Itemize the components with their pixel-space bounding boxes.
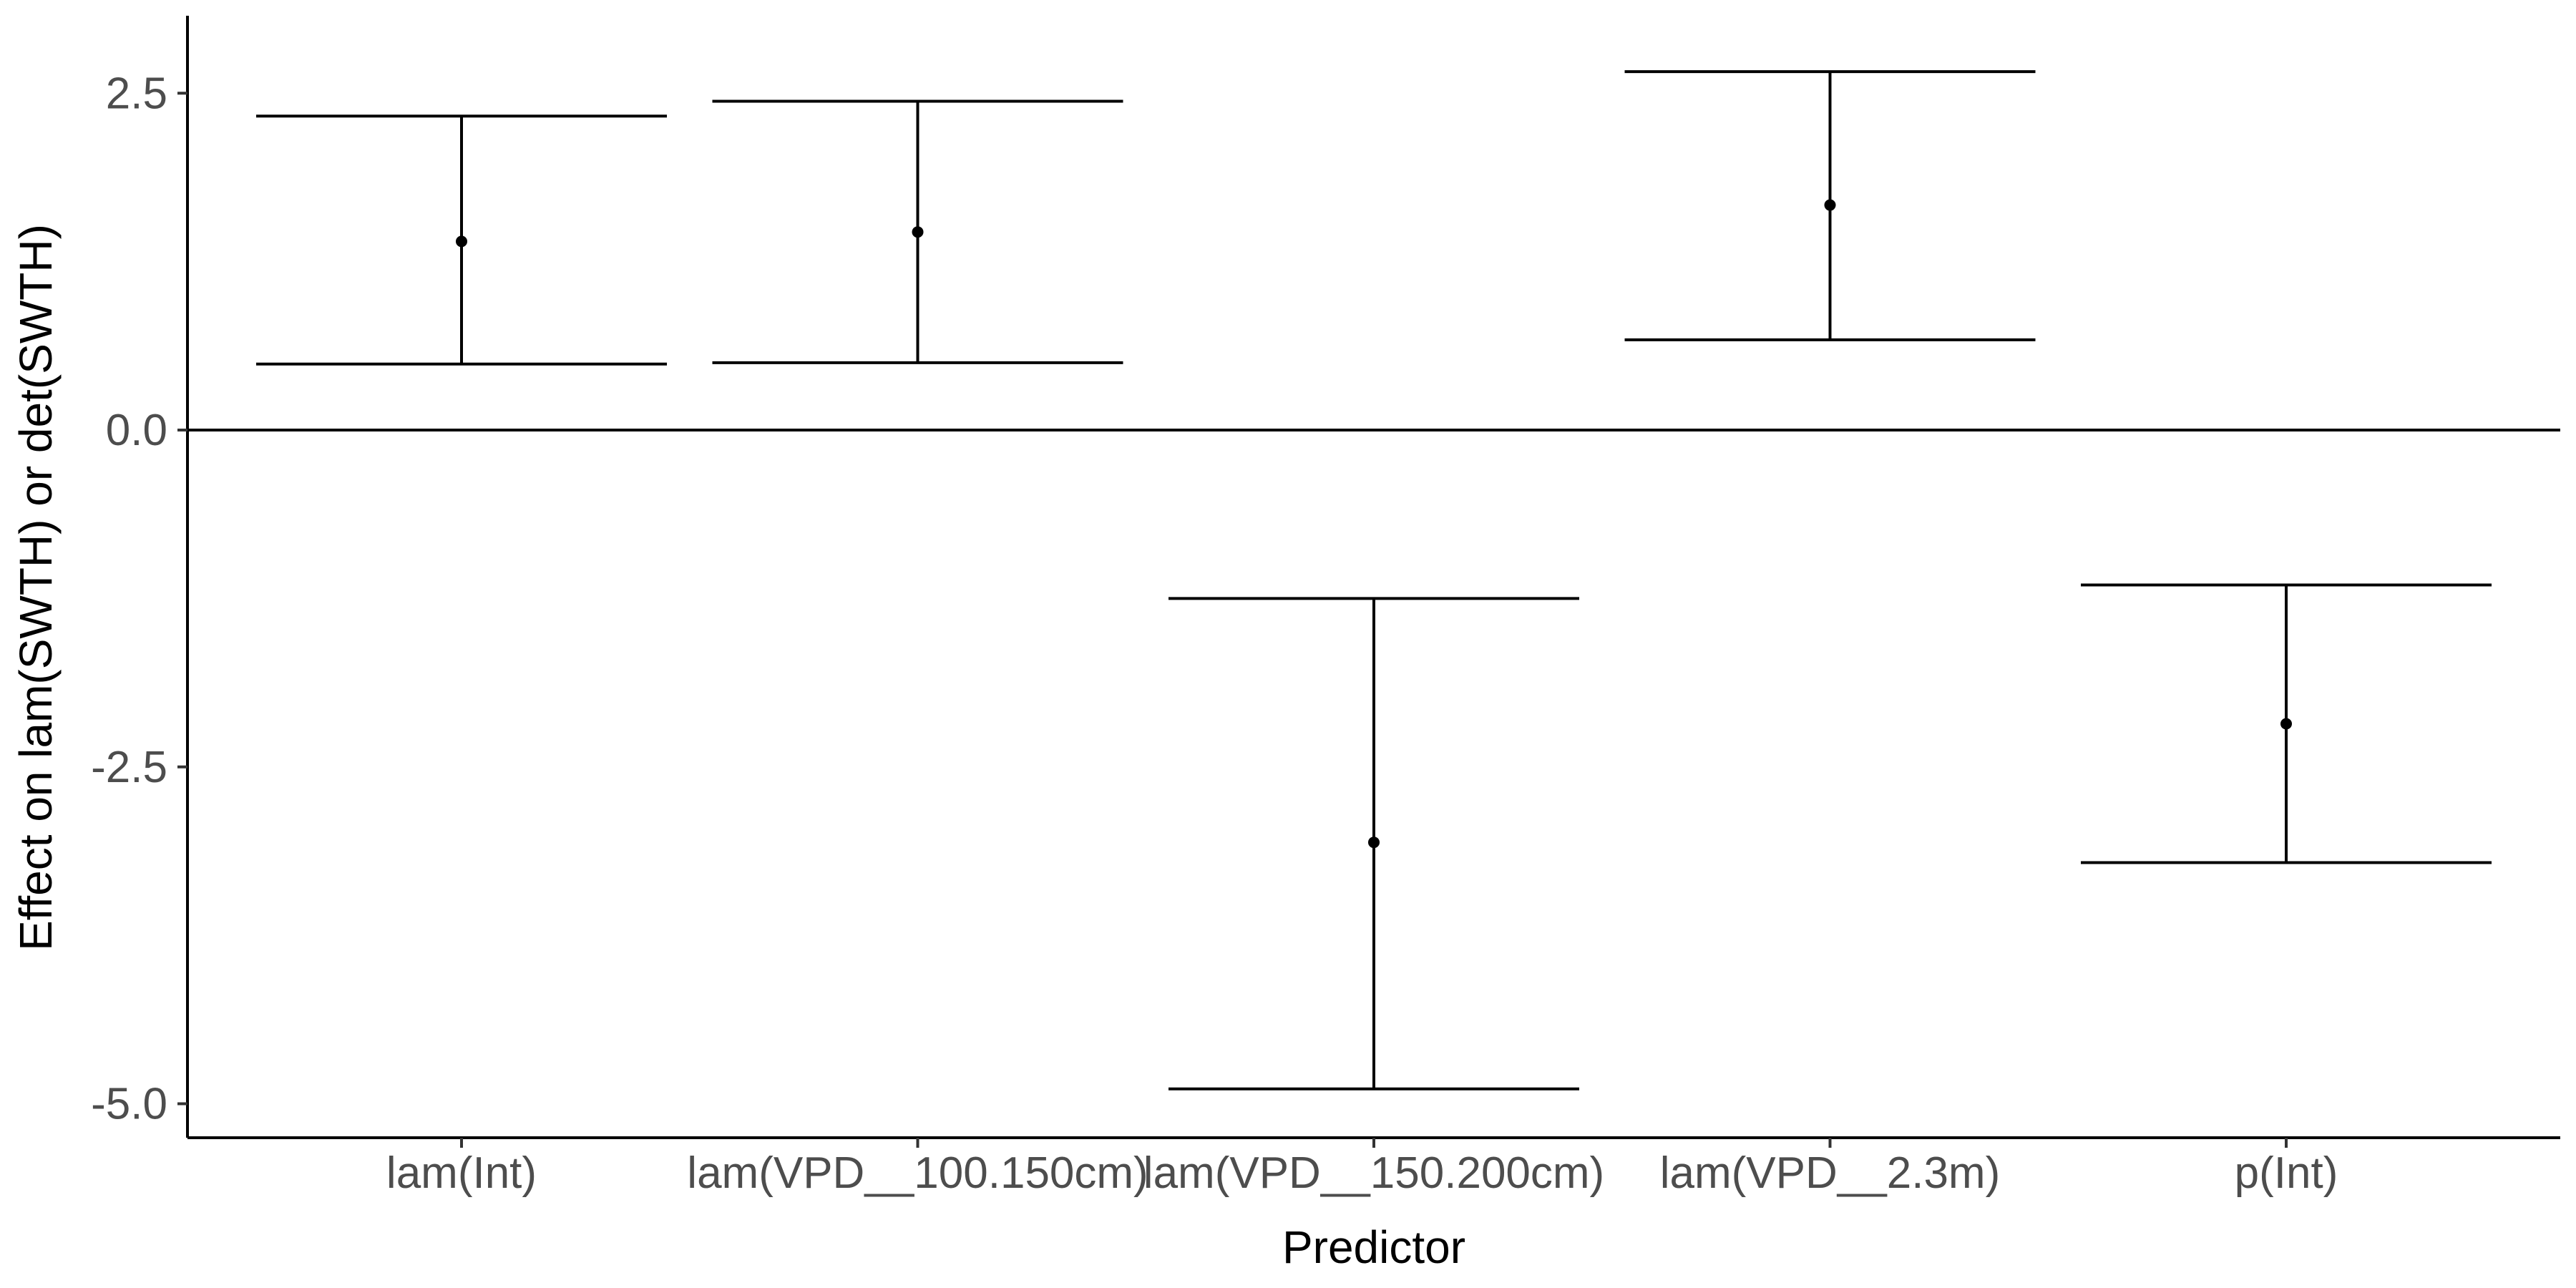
estimate-point — [1368, 836, 1380, 849]
y-tick-label: 0.0 — [106, 406, 167, 455]
error-bar-group — [1169, 597, 1579, 1091]
error-bar-group — [712, 99, 1123, 364]
x-tick-label: lam(VPD__100.150cm) — [687, 1148, 1148, 1198]
error-bar-group — [256, 114, 667, 366]
x-tick-label: lam(VPD__2.3m) — [1660, 1148, 2000, 1198]
y-axis-title: Effect on lam(SWTH) or det(SWTH) — [10, 224, 62, 951]
y-tick-label: -2.5 — [91, 743, 167, 792]
y-tick-label: 2.5 — [106, 69, 167, 118]
error-bar-group — [2081, 583, 2492, 864]
x-tick-label: p(Int) — [2235, 1148, 2338, 1198]
error-bar-group — [1624, 70, 2036, 341]
x-tick-label: lam(VPD__150.200cm) — [1143, 1148, 1604, 1198]
y-axis-ticks: 2.5 0.0 -2.5 -5.0 — [91, 69, 187, 1129]
x-axis-ticks: lam(Int) lam(VPD__100.150cm)lam(VPD__150.… — [386, 1138, 2338, 1198]
y-tick-label: -5.0 — [91, 1080, 167, 1129]
estimate-point — [2280, 718, 2292, 730]
estimate-point — [456, 235, 467, 248]
estimate-point — [1824, 199, 1836, 211]
x-axis-title: Predictor — [1282, 1221, 1465, 1273]
x-tick-label: lam(Int) — [386, 1148, 537, 1198]
estimate-point — [912, 226, 924, 238]
estimates-series — [256, 70, 2492, 1091]
